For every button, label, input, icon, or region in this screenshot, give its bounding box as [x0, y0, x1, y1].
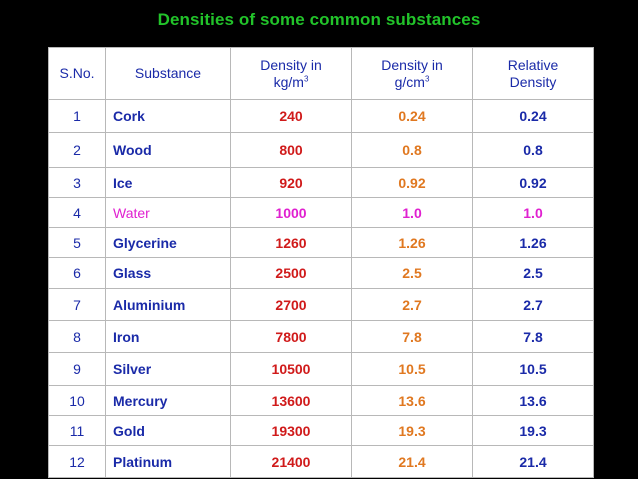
cell-relative-density: 0.24 — [472, 99, 594, 133]
cell-relative-density: 10.5 — [472, 352, 594, 386]
table-row: 6 Glass 2500 2.5 2.5 — [48, 257, 594, 289]
cell-density-kgm3: 10500 — [230, 352, 352, 386]
cell-density-gcm3: 7.8 — [351, 320, 473, 353]
cell-density-kgm3: 7800 — [230, 320, 352, 353]
cell-relative-density: 0.92 — [472, 167, 594, 198]
table-row: 8 Iron 7800 7.8 7.8 — [48, 320, 594, 353]
cell-relative-density: 2.5 — [472, 257, 594, 289]
cell-density-kgm3: 920 — [230, 167, 352, 198]
header-relative-density: Relative Density — [472, 47, 594, 100]
cell-substance: Wood — [105, 132, 231, 168]
cell-density-gcm3: 1.0 — [351, 197, 473, 228]
cell-sno: 2 — [48, 132, 106, 168]
table-header-row: S.No. Substance Density in kg/m3 Density… — [48, 47, 594, 100]
table-row: 11 Gold 19300 19.3 19.3 — [48, 415, 594, 446]
table-row: 3 Ice 920 0.92 0.92 — [48, 167, 594, 198]
cell-sno: 9 — [48, 352, 106, 386]
cell-sno: 12 — [48, 445, 106, 478]
cell-density-gcm3: 0.92 — [351, 167, 473, 198]
cell-substance: Mercury — [105, 385, 231, 416]
cell-density-gcm3: 13.6 — [351, 385, 473, 416]
cell-relative-density: 19.3 — [472, 415, 594, 446]
cell-density-gcm3: 19.3 — [351, 415, 473, 446]
cell-density-gcm3: 10.5 — [351, 352, 473, 386]
cell-sno: 8 — [48, 320, 106, 353]
cell-substance: Cork — [105, 99, 231, 133]
cell-substance: Ice — [105, 167, 231, 198]
densities-table: S.No. Substance Density in kg/m3 Density… — [48, 47, 594, 478]
cell-density-kgm3: 1260 — [230, 227, 352, 258]
cell-density-gcm3: 0.8 — [351, 132, 473, 168]
cell-substance: Iron — [105, 320, 231, 353]
cell-density-kgm3: 1000 — [230, 197, 352, 228]
table-row: 2 Wood 800 0.8 0.8 — [48, 132, 594, 168]
cell-sno: 11 — [48, 415, 106, 446]
cell-density-gcm3: 1.26 — [351, 227, 473, 258]
cell-sno: 6 — [48, 257, 106, 289]
header-density-gcm3: Density in g/cm3 — [351, 47, 473, 100]
page-title: Densities of some common substances — [157, 10, 481, 29]
cell-relative-density: 2.7 — [472, 288, 594, 321]
cell-relative-density: 13.6 — [472, 385, 594, 416]
cell-sno: 3 — [48, 167, 106, 198]
cell-sno: 10 — [48, 385, 106, 416]
cell-sno: 1 — [48, 99, 106, 133]
table-row: 7 Aluminium 2700 2.7 2.7 — [48, 288, 594, 321]
cell-density-gcm3: 21.4 — [351, 445, 473, 478]
cell-relative-density: 0.8 — [472, 132, 594, 168]
cell-substance: Gold — [105, 415, 231, 446]
cell-sno: 5 — [48, 227, 106, 258]
cell-density-gcm3: 0.24 — [351, 99, 473, 133]
cell-relative-density: 21.4 — [472, 445, 594, 478]
cell-density-gcm3: 2.5 — [351, 257, 473, 289]
cell-density-kgm3: 21400 — [230, 445, 352, 478]
cell-relative-density: 1.0 — [472, 197, 594, 228]
cell-density-kgm3: 2500 — [230, 257, 352, 289]
header-sno: S.No. — [48, 47, 106, 100]
table-row: 12 Platinum 21400 21.4 21.4 — [48, 445, 594, 478]
cell-substance: Water — [105, 197, 231, 228]
table-row: 1 Cork 240 0.24 0.24 — [48, 99, 594, 133]
table-row: 4 Water 1000 1.0 1.0 — [48, 197, 594, 228]
cell-sno: 4 — [48, 197, 106, 228]
cell-substance: Aluminium — [105, 288, 231, 321]
cell-density-kgm3: 13600 — [230, 385, 352, 416]
cell-substance: Glycerine — [105, 227, 231, 258]
cell-relative-density: 7.8 — [472, 320, 594, 353]
cell-density-kgm3: 19300 — [230, 415, 352, 446]
cell-density-kgm3: 240 — [230, 99, 352, 133]
cell-substance: Silver — [105, 352, 231, 386]
cell-substance: Platinum — [105, 445, 231, 478]
cell-relative-density: 1.26 — [472, 227, 594, 258]
table-row: 10 Mercury 13600 13.6 13.6 — [48, 385, 594, 416]
cell-density-kgm3: 800 — [230, 132, 352, 168]
header-density-kgm3: Density in kg/m3 — [230, 47, 352, 100]
cell-density-gcm3: 2.7 — [351, 288, 473, 321]
cell-density-kgm3: 2700 — [230, 288, 352, 321]
header-substance: Substance — [105, 47, 231, 100]
cell-sno: 7 — [48, 288, 106, 321]
table-row: 5 Glycerine 1260 1.26 1.26 — [48, 227, 594, 258]
table-row: 9 Silver 10500 10.5 10.5 — [48, 352, 594, 386]
cell-substance: Glass — [105, 257, 231, 289]
